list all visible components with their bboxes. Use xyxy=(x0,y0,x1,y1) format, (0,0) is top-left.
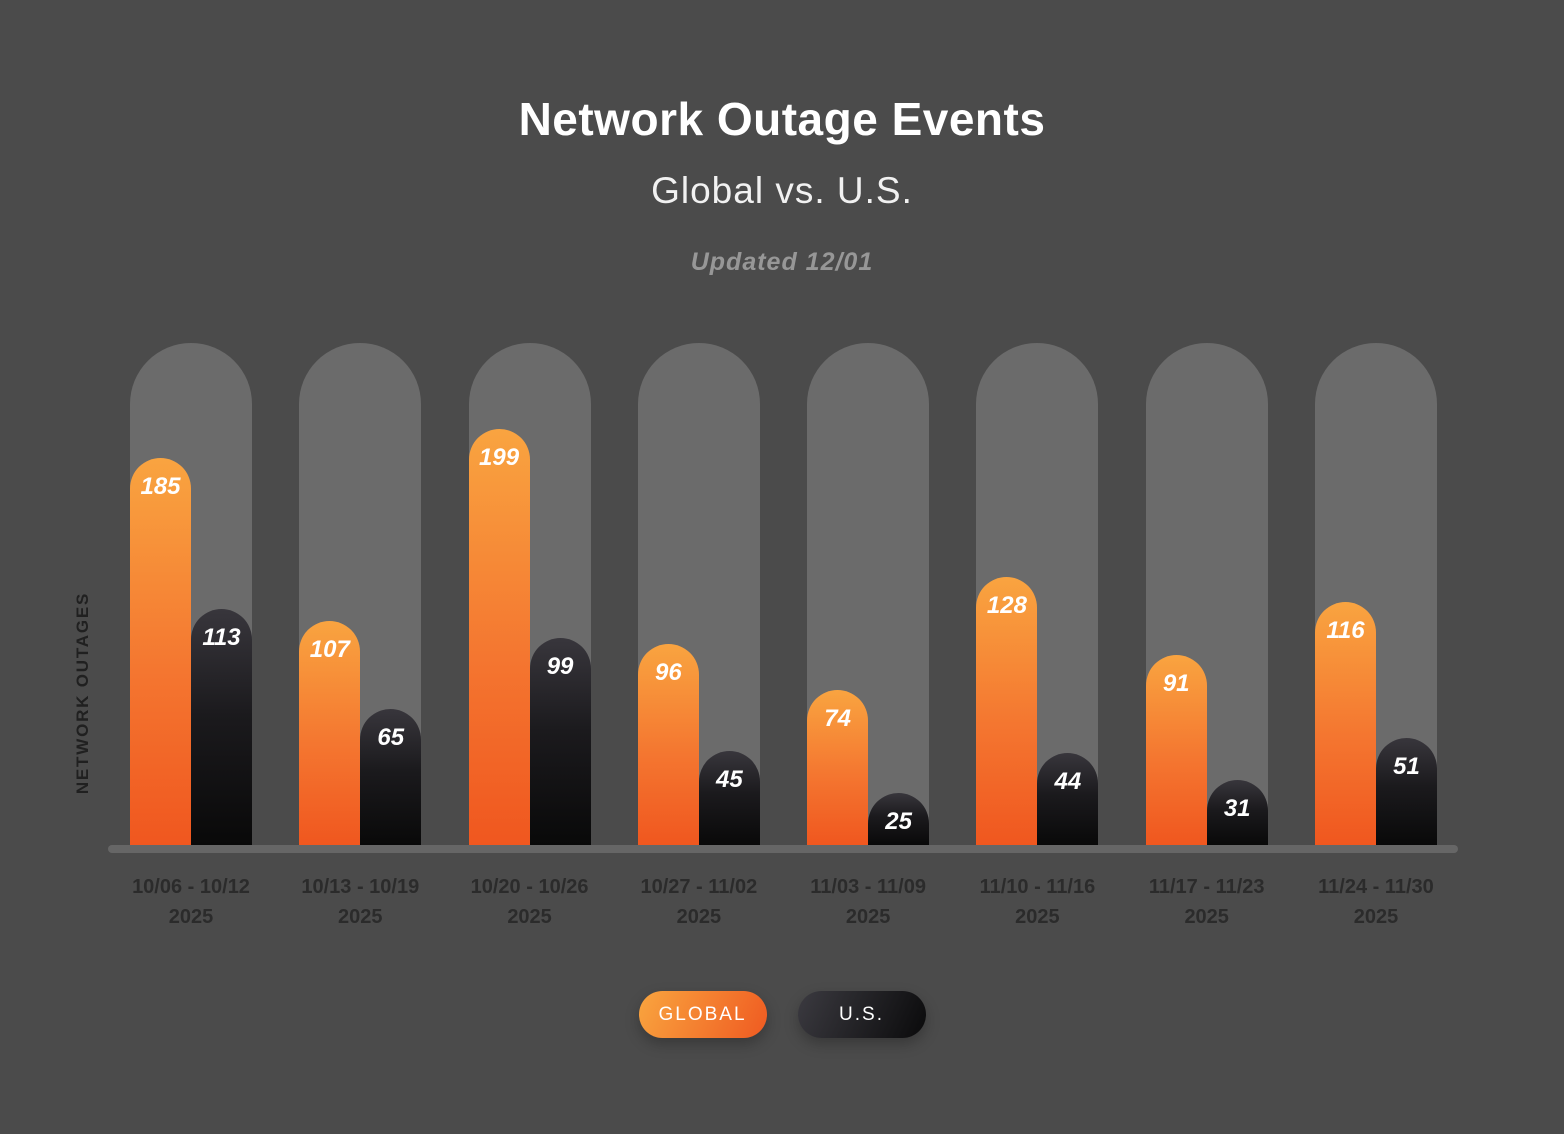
bar-chart: 185 113 107 65 199 99 96 45 74 25 128 44 91 31 116 51 xyxy=(130,343,1437,845)
x-axis-label: 11/24 - 11/30 2025 xyxy=(1318,876,1434,928)
legend-pill-label: GLOBAL xyxy=(658,1003,747,1025)
x-axis-labels: 10/06 - 10/12 2025 10/13 - 10/19 2025 10/20 … xyxy=(130,872,1437,934)
global-bar-value: 199 xyxy=(479,443,520,471)
x-axis-label: 10/27 - 11/02 2025 xyxy=(640,876,758,928)
global-bar: 107 xyxy=(299,621,361,845)
us-bar: 44 xyxy=(1037,752,1099,845)
x-axis-line xyxy=(108,845,1458,853)
us-bar-value: 65 xyxy=(377,724,405,752)
x-axis-label: 11/10 - 11/16 2025 xyxy=(979,876,1096,928)
x-axis-label-cell: 10/20 - 10/26 2025 xyxy=(469,872,591,934)
global-bar: 91 xyxy=(1145,654,1207,845)
us-bar-value: 25 xyxy=(885,807,912,835)
x-axis-label-cell: 10/13 - 10/19 2025 xyxy=(299,872,421,934)
x-axis-label: 10/06 - 10/12 2025 xyxy=(132,876,250,928)
category-column: 96 45 xyxy=(637,343,760,845)
global-bar: 128 xyxy=(976,577,1038,845)
us-bar-value: 45 xyxy=(715,765,743,793)
global-bar: 96 xyxy=(637,644,699,845)
x-axis-label: 10/20 - 10/26 2025 xyxy=(470,876,589,928)
global-bar-value: 128 xyxy=(986,592,1027,620)
global-bar-value: 74 xyxy=(824,705,851,733)
x-axis-label-cell: 11/24 - 11/30 2025 xyxy=(1315,872,1437,934)
legend-pill-us[interactable]: U.S. xyxy=(797,991,926,1038)
legend-pill-label: U.S. xyxy=(839,1003,884,1025)
x-axis-label-cell: 10/27 - 11/02 2025 xyxy=(638,872,760,934)
us-bar: 31 xyxy=(1206,780,1268,845)
y-axis-label: NETWORK OUTAGES xyxy=(73,591,92,795)
global-bar: 199 xyxy=(468,428,530,845)
us-bar-value: 99 xyxy=(546,652,574,680)
category-column: 128 44 xyxy=(976,343,1099,845)
chart-legend: GLOBAL U.S. xyxy=(0,991,1564,1038)
x-axis-label: 10/13 - 10/19 2025 xyxy=(301,876,420,928)
global-bar: 116 xyxy=(1314,602,1376,845)
global-bar-value: 96 xyxy=(654,659,682,687)
x-axis-label: 11/17 - 11/23 2025 xyxy=(1148,876,1265,928)
us-bar: 51 xyxy=(1375,738,1437,845)
global-bar-value: 185 xyxy=(140,473,181,501)
x-axis-label-cell: 11/10 - 11/16 2025 xyxy=(976,872,1098,934)
x-axis-label-cell: 11/17 - 11/23 2025 xyxy=(1146,872,1268,934)
us-bar-value: 31 xyxy=(1223,795,1251,823)
us-bar: 65 xyxy=(360,709,422,845)
us-bar: 99 xyxy=(529,637,591,845)
us-bar-value: 113 xyxy=(202,623,241,651)
legend-pill-global[interactable]: GLOBAL xyxy=(638,991,767,1038)
global-bar-value: 107 xyxy=(309,636,350,664)
global-bar: 185 xyxy=(130,458,191,845)
x-axis-label-cell: 11/03 - 11/09 2025 xyxy=(807,872,929,934)
global-bar-value: 116 xyxy=(1326,617,1365,645)
us-bar: 113 xyxy=(191,608,252,845)
x-axis-label: 11/03 - 11/09 2025 xyxy=(810,876,926,928)
category-column: 107 65 xyxy=(299,343,422,845)
us-bar: 25 xyxy=(868,792,930,845)
us-bar-value: 44 xyxy=(1054,767,1082,795)
global-bar: 74 xyxy=(807,690,869,845)
page-subtitle: Global vs. U.S. xyxy=(651,170,913,211)
category-column: 185 113 xyxy=(130,343,252,845)
updated-note: Updated 12/01 xyxy=(690,248,874,276)
category-column: 91 31 xyxy=(1145,343,1268,845)
global-bar-value: 91 xyxy=(1162,669,1190,697)
page-title: Network Outage Events xyxy=(518,93,1046,145)
x-axis-label-cell: 10/06 - 10/12 2025 xyxy=(130,872,252,934)
category-column: 116 51 xyxy=(1314,343,1437,845)
category-column: 74 25 xyxy=(807,343,930,845)
us-bar-value: 51 xyxy=(1393,753,1420,781)
us-bar: 45 xyxy=(698,750,760,845)
category-column: 199 99 xyxy=(468,343,591,845)
